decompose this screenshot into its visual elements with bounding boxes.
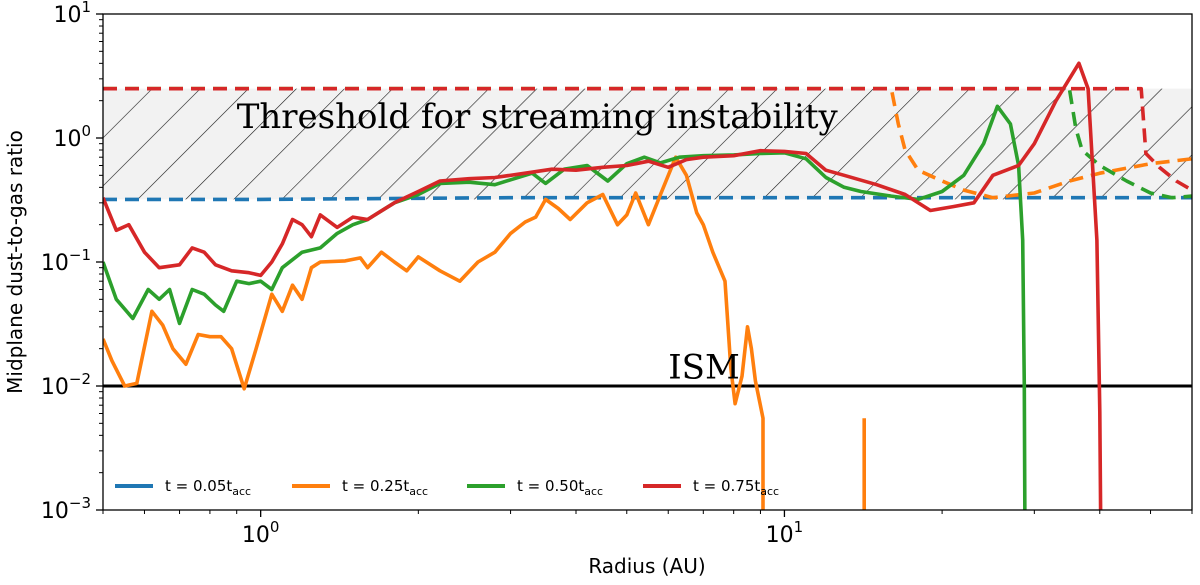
threshold-annotation: Threshold for streaming instability bbox=[237, 97, 839, 137]
y-tick-label: 10−3 bbox=[41, 494, 91, 524]
x-tick-label: 100 bbox=[242, 518, 280, 548]
series-0-dashed-line bbox=[103, 195, 1192, 202]
ism-annotation: ISM bbox=[668, 347, 740, 387]
legend-label: t = 0.05tacc bbox=[165, 477, 251, 498]
legend-label: t = 0.50tacc bbox=[517, 477, 603, 498]
legend: t = 0.05tacc t = 0.25tacc t = 0.50tacc t = … bbox=[115, 477, 779, 498]
y-tick-label: 10−1 bbox=[41, 246, 91, 276]
x-tick-label: 101 bbox=[766, 518, 804, 548]
y-tick-label: 101 bbox=[53, 0, 91, 28]
y-axis-label: Midplane dust-to-gas ratio bbox=[3, 130, 27, 394]
axes: 10−3 10−2 10−1 100 101 100 101 bbox=[41, 0, 1193, 548]
y-tick-label: 100 bbox=[53, 122, 91, 152]
legend-label: t = 0.75tacc bbox=[693, 477, 779, 498]
series-3-dashed-line bbox=[103, 86, 1192, 192]
shaded-region bbox=[103, 88, 1192, 200]
x-axis-label: Radius (AU) bbox=[588, 554, 705, 578]
series-3-solid-line bbox=[103, 61, 1103, 510]
series-group bbox=[103, 61, 1192, 510]
hatched-band bbox=[103, 88, 1192, 200]
series-1-solid-line bbox=[103, 155, 866, 510]
legend-label: t = 0.25tacc bbox=[342, 477, 428, 498]
y-tick-label: 10−2 bbox=[41, 370, 91, 400]
